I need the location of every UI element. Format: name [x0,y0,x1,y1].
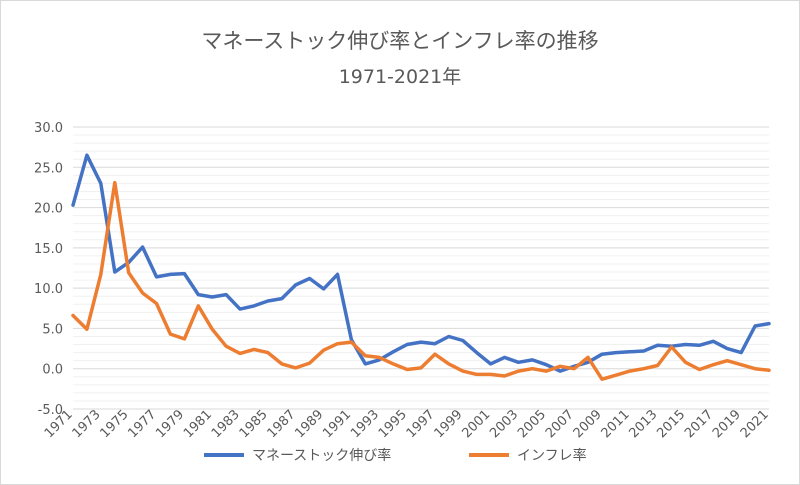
y-tick-label: 25.0 [34,161,63,176]
y-tick-label: 30.0 [34,121,63,136]
x-tick-label: 2013 [626,407,660,441]
x-tick-label: 1981 [181,407,215,441]
x-tick-label: 1991 [320,407,354,441]
x-tick-label: 1983 [209,407,243,441]
x-axis-ticks: 1971197319751977197919811983198519871989… [42,407,772,441]
y-tick-label: 15.0 [34,242,63,257]
x-tick-label: 2009 [571,407,605,441]
chart-title: マネーストック伸び率とインフレ率の推移 [201,29,598,53]
y-tick-label: -5.0 [38,403,63,418]
x-tick-label: 1997 [404,407,438,441]
x-tick-label: 2015 [654,407,688,441]
series-line-1 [71,180,771,381]
x-tick-label: 1993 [348,407,382,441]
x-tick-label: 1977 [125,407,159,441]
y-tick-label: 5.0 [42,322,63,337]
x-tick-label: 2005 [515,407,549,441]
x-tick-label: 1987 [265,407,299,441]
legend-label-0: マネーストック伸び率 [252,447,391,464]
x-tick-label: 1979 [153,407,187,441]
x-tick-label: 1999 [432,407,466,441]
x-tick-label: 2001 [459,407,493,441]
x-tick-label: 2021 [738,407,772,441]
legend-label-1: インフレ率 [517,447,587,464]
x-tick-label: 1973 [70,407,104,441]
x-tick-label: 1985 [237,407,271,441]
y-tick-label: 20.0 [34,202,63,217]
x-tick-label: 2011 [599,407,633,441]
gridlines [73,126,769,410]
chart-subtitle: 1971-2021年 [339,66,462,88]
x-tick-label: 2017 [682,407,716,441]
x-tick-label: 1989 [292,407,326,441]
series-lines [71,153,771,381]
x-tick-label: 2003 [487,407,521,441]
x-tick-label: 1975 [98,407,132,441]
x-tick-label: 2019 [710,407,744,441]
legend: マネーストック伸び率 インフレ率 [204,447,587,464]
y-tick-label: 0.0 [42,363,63,378]
series-line-0 [71,153,771,373]
x-tick-label: 2007 [543,407,577,441]
x-tick-label: 1995 [376,407,410,441]
y-tick-label: 10.0 [34,282,63,297]
y-axis-ticks: 30.0 25.0 20.0 15.0 10.0 5.0 0.0 -5.0 [34,121,63,418]
